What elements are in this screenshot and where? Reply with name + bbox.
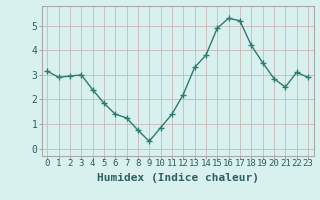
X-axis label: Humidex (Indice chaleur): Humidex (Indice chaleur) [97, 173, 259, 183]
